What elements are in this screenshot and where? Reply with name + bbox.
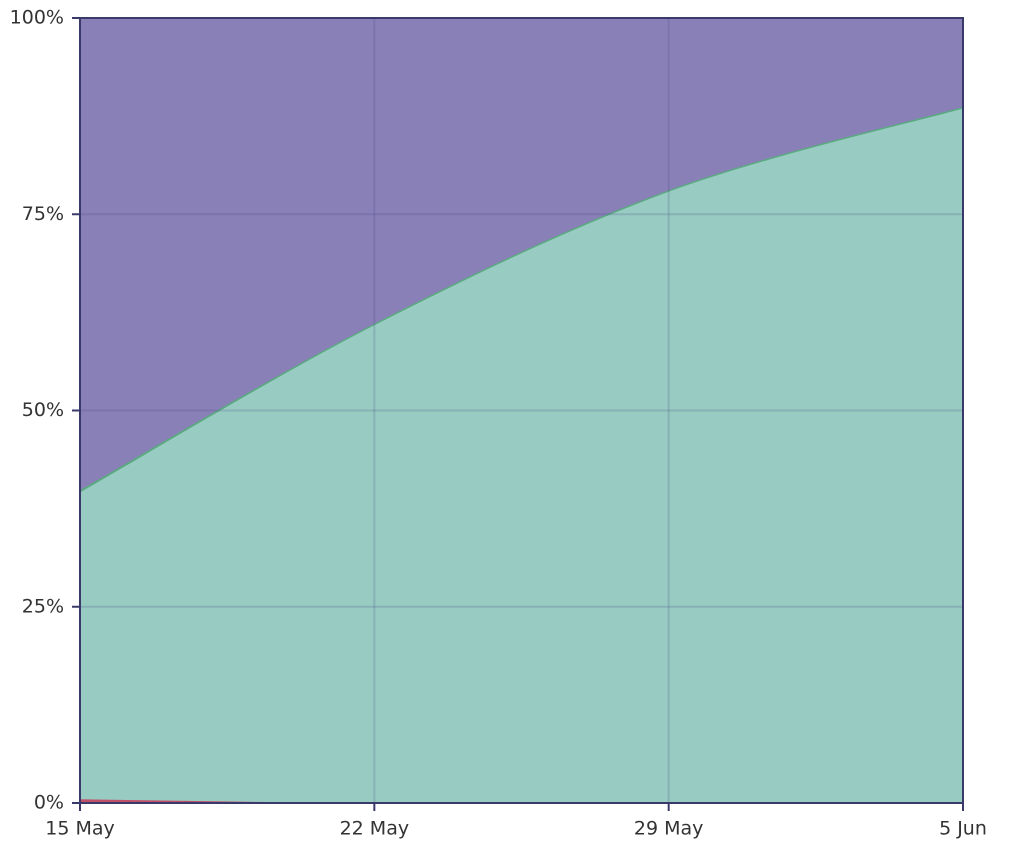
plot-border [79, 17, 964, 804]
y-tick-label: 25% [22, 595, 64, 617]
y-tick-label: 50% [22, 399, 64, 421]
x-tick-label: 29 May [634, 818, 704, 840]
x-tick-label: 5 Jun [939, 818, 987, 840]
x-tick-label: 15 May [45, 818, 115, 840]
x-tick-label: 22 May [340, 818, 410, 840]
y-tick-label: 0% [34, 792, 64, 814]
y-tick-label: 100% [10, 7, 64, 29]
y-tick-label: 75% [22, 203, 64, 225]
